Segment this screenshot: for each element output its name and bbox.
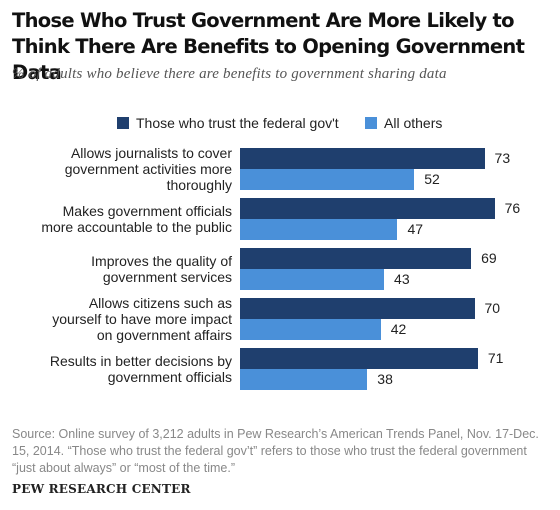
category-label-line: government activities more xyxy=(64,161,232,177)
bar-others xyxy=(240,219,398,240)
value-label: 73 xyxy=(494,150,511,166)
bar-trust xyxy=(240,248,472,269)
bar-chart: Allows journalists to cover government ac… xyxy=(0,145,560,398)
category-label-line: more accountable to the public xyxy=(41,219,232,235)
legend-item-trust: Those who trust the federal gov't xyxy=(117,115,339,131)
source-note: Source: Online survey of 3,212 adults in… xyxy=(12,427,539,475)
category-label-line: yourself to have more impact xyxy=(52,311,232,327)
category-label: Improves the quality of government servic… xyxy=(0,253,232,285)
category-label-line: government services xyxy=(102,269,232,285)
value-label: 42 xyxy=(390,321,407,337)
value-label: 69 xyxy=(481,250,497,266)
category-label-line: thoroughly xyxy=(166,177,232,193)
value-label: 38 xyxy=(377,371,393,387)
category-label: Allows journalists to cover government ac… xyxy=(0,145,232,193)
legend-label-others: All others xyxy=(384,115,443,131)
category-label-line: Allows journalists to cover xyxy=(70,145,232,161)
value-label: 47 xyxy=(407,221,424,237)
legend-swatch-trust xyxy=(117,117,129,129)
value-label: 71 xyxy=(487,350,504,366)
bar-others xyxy=(240,319,381,340)
category-label-line: government officials xyxy=(107,369,232,385)
category-label: Makes government officials more accountab… xyxy=(0,203,232,235)
bar-trust xyxy=(240,348,478,369)
chart-subtitle: % of adults who believe there are benefi… xyxy=(12,66,447,82)
bar-others xyxy=(240,369,368,390)
category-label-line: Allows citizens such as xyxy=(88,295,232,311)
bar-trust xyxy=(240,198,495,219)
chart-title: Those Who Trust Government Are More Like… xyxy=(12,9,525,84)
bar-trust xyxy=(240,298,475,319)
bar-trust xyxy=(240,148,485,169)
category-label: Allows citizens such as yourself to have … xyxy=(0,295,232,343)
value-label: 43 xyxy=(394,271,410,287)
value-label: 52 xyxy=(424,171,440,187)
legend-swatch-others xyxy=(365,117,377,129)
category-label-line: Makes government officials xyxy=(62,203,232,219)
category-label-line: Results in better decisions by xyxy=(49,353,232,369)
legend-item-others: All others xyxy=(365,115,442,131)
legend-label-trust: Those who trust the federal gov't xyxy=(136,115,339,131)
category-label-line: on government affairs xyxy=(96,327,232,343)
bar-others xyxy=(240,269,385,290)
legend: Those who trust the federal gov't All ot… xyxy=(0,115,560,135)
category-label: Results in better decisions by government… xyxy=(0,353,232,385)
value-label: 76 xyxy=(504,200,521,216)
bar-others xyxy=(240,169,415,190)
value-label: 70 xyxy=(484,300,501,316)
category-label-line: Improves the quality of xyxy=(91,253,232,269)
organization-credit: PEW RESEARCH CENTER xyxy=(12,482,191,496)
